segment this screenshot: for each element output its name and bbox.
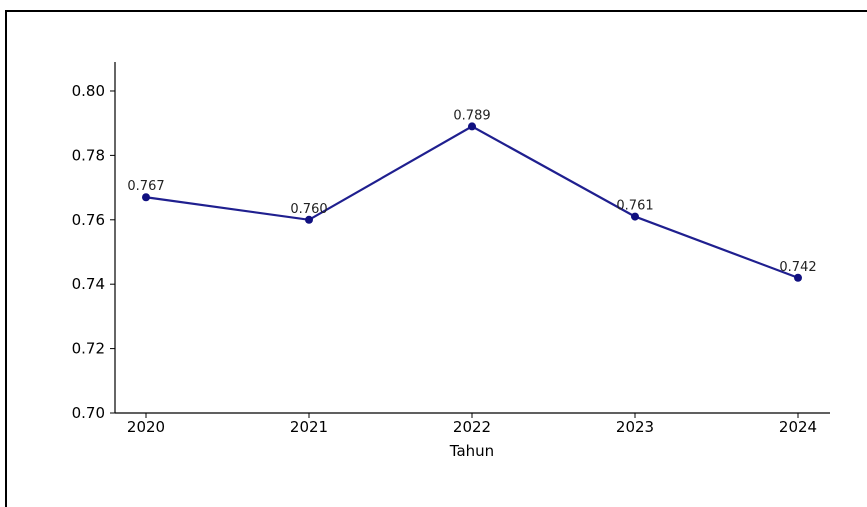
figure-frame [5,10,867,507]
data-label: 0.767 [127,179,164,194]
y-tick-label: 0.78 [72,146,105,164]
data-point [142,193,150,202]
data-point [468,122,476,131]
series-markers [142,122,802,282]
data-point [794,273,802,282]
series-line [145,125,799,279]
x-tick-label: 2021 [290,418,328,436]
x-ticks: 2020 2021 2022 2023 2024 [127,413,817,436]
data-point [305,215,313,224]
data-point [631,212,639,221]
x-tick-label: 2024 [779,418,817,436]
x-tick-label: 2022 [453,418,491,436]
y-ticks: 0.70 0.72 0.74 0.76 0.78 0.80 [72,82,115,422]
x-tick-label: 2023 [616,418,654,436]
data-label: 0.789 [453,108,490,123]
y-tick-label: 0.80 [72,82,105,100]
y-tick-label: 0.74 [72,275,105,293]
x-tick-label: 2020 [127,418,165,436]
y-tick-label: 0.72 [72,340,105,358]
data-label: 0.742 [779,260,816,275]
data-label: 0.760 [290,202,327,217]
x-axis-label: Tahun [449,442,494,460]
data-label: 0.761 [616,199,653,214]
data-labels: 0.767 0.760 0.789 0.761 0.742 [127,108,816,274]
y-tick-label: 0.76 [72,211,105,229]
y-tick-label: 0.70 [72,404,105,422]
